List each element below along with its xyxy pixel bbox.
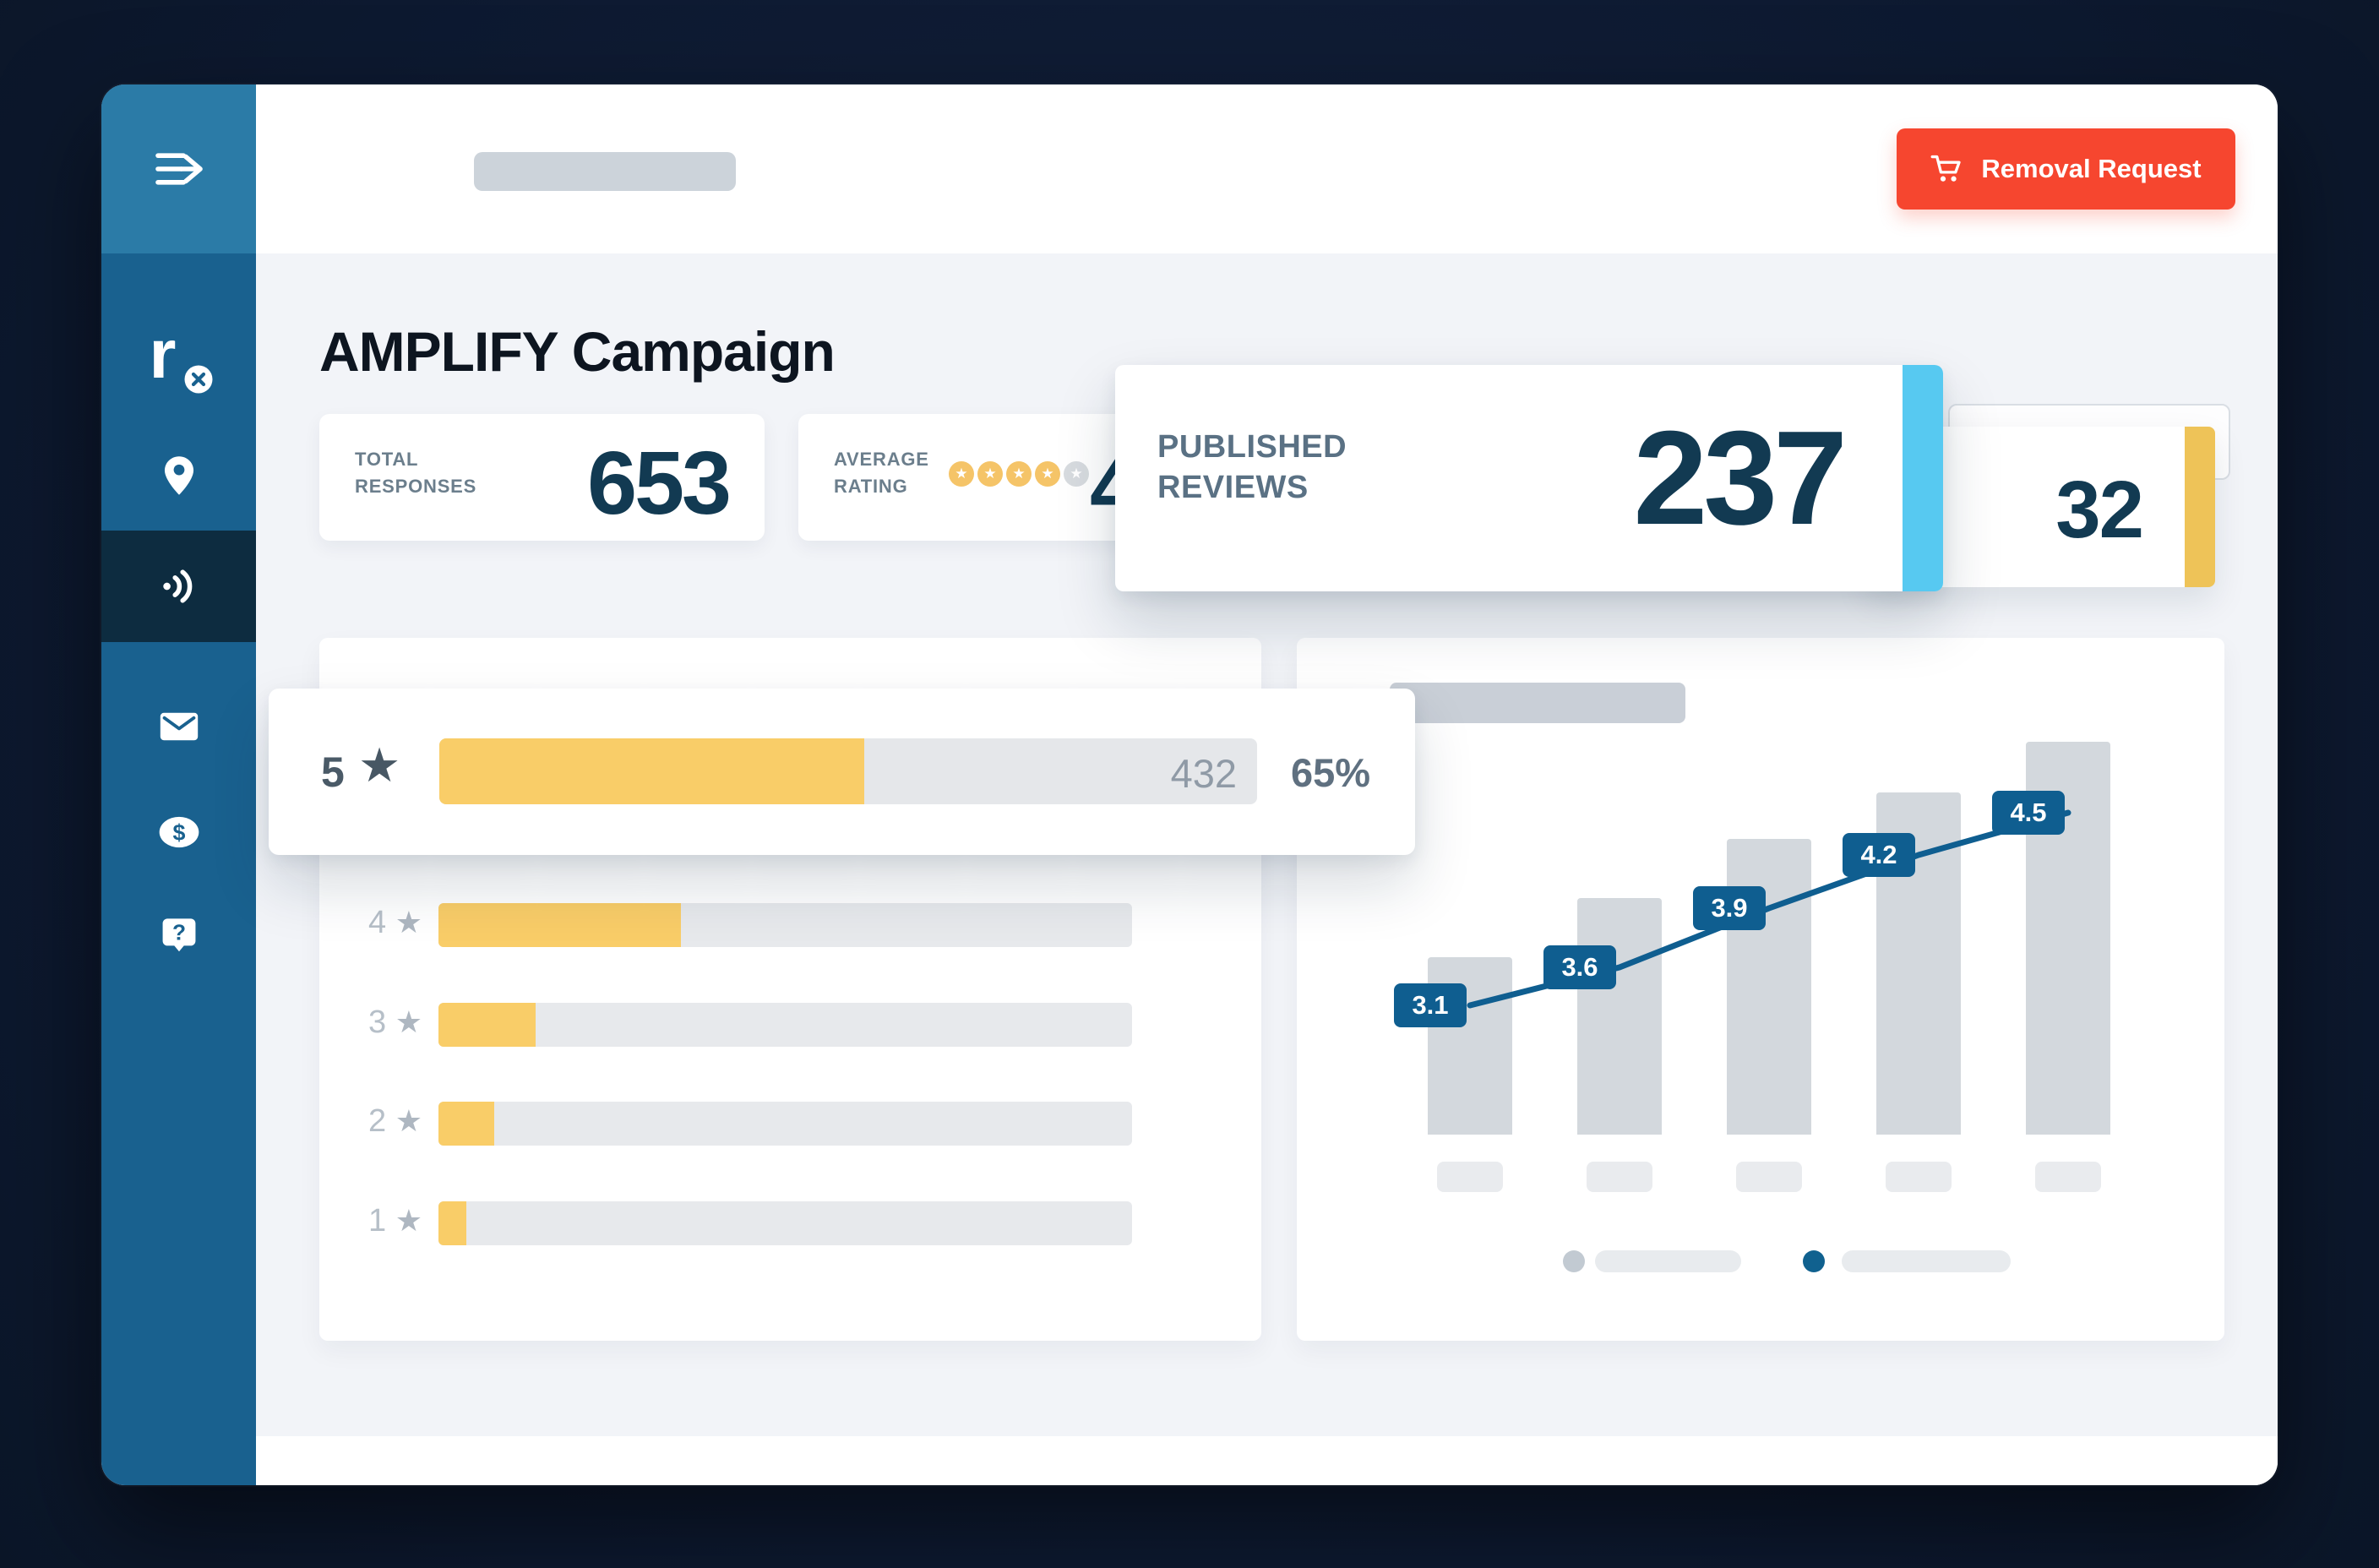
rating-bar-track xyxy=(438,1003,1132,1047)
row-star-count: 1 xyxy=(368,1203,387,1239)
rating-bar-track xyxy=(438,1201,1132,1245)
chart-bar xyxy=(1577,898,1662,1135)
carousel-dot-inactive[interactable] xyxy=(1563,1250,1585,1272)
rating-trend-chart-card: 3.1 3.6 3.9 4.2 4.5 xyxy=(1297,638,2224,1341)
review-removal-icon: r xyxy=(150,320,212,394)
removal-request-label: Removal Request xyxy=(1981,154,2202,183)
row-star-count: 2 xyxy=(368,1103,387,1139)
row-star-count: 4 xyxy=(368,905,387,940)
sidebar-item-menu[interactable] xyxy=(101,84,256,253)
featured-count: 432 xyxy=(1170,751,1237,796)
average-rating-label: AVERAGE RATING xyxy=(834,449,929,497)
sidebar-item-locations[interactable] xyxy=(101,429,256,522)
sidebar: r xyxy=(101,84,256,1485)
rating-row-4-star: 4 ★ xyxy=(319,903,1261,947)
star-icon: ★ xyxy=(395,1004,422,1039)
x-axis-label-placeholder xyxy=(1736,1162,1802,1192)
data-point-label: 4.2 xyxy=(1843,833,1915,877)
chart-bar xyxy=(1727,839,1811,1135)
featured-percent: 65% xyxy=(1291,750,1371,795)
total-responses-card: TOTAL RESPONSES 653 xyxy=(319,414,765,541)
star-filled-icon: ★ xyxy=(977,461,1003,487)
star-empty-icon: ★ xyxy=(1064,461,1089,487)
sidebar-item-review-removal[interactable]: r xyxy=(101,313,256,406)
featured-star-count: 5 xyxy=(321,749,345,796)
location-pin-icon xyxy=(161,455,197,497)
cart-icon xyxy=(1930,154,1964,184)
carousel-dot-active[interactable] xyxy=(1803,1250,1825,1272)
footer-strip xyxy=(256,1436,2278,1485)
featured-bar-track: 432 xyxy=(439,738,1257,804)
x-axis-label-placeholder xyxy=(1886,1162,1952,1192)
star-filled-icon: ★ xyxy=(1006,461,1032,487)
published-reviews-accent-bar xyxy=(1903,365,1943,591)
secondary-metric-value: 32 xyxy=(2055,465,2144,555)
featured-bar-fill xyxy=(439,738,865,804)
row-star-count: 3 xyxy=(368,1004,387,1040)
x-axis-label-placeholder xyxy=(1587,1162,1652,1192)
removal-request-button[interactable]: Removal Request xyxy=(1897,128,2235,210)
dollar-icon: $ xyxy=(157,814,201,850)
published-reviews-label: PUBLISHED REVIEWS xyxy=(1157,429,1347,505)
chart-legend xyxy=(1297,1250,2224,1274)
star-icon: ★ xyxy=(395,1103,422,1138)
rating-bar-track xyxy=(438,903,1132,947)
total-responses-label: TOTAL RESPONSES xyxy=(355,449,477,497)
data-point-label: 3.9 xyxy=(1693,886,1766,930)
sidebar-item-broadcast[interactable] xyxy=(101,531,256,642)
x-axis-label-placeholder xyxy=(1437,1162,1503,1192)
rating-row-1-star: 1 ★ xyxy=(319,1201,1261,1245)
published-reviews-card: PUBLISHED REVIEWS 237 xyxy=(1115,365,1943,591)
svg-text:?: ? xyxy=(171,920,185,945)
rating-bar-fill xyxy=(438,903,682,947)
published-reviews-value: 237 xyxy=(1633,404,1848,553)
help-icon: ? xyxy=(161,916,198,956)
rating-bar-fill xyxy=(438,1102,494,1146)
star-icon: ★ xyxy=(395,1203,422,1238)
page-title: AMPLIFY Campaign xyxy=(319,320,836,383)
star-filled-icon: ★ xyxy=(949,461,974,487)
rating-row-3-star: 3 ★ xyxy=(319,1003,1261,1047)
sidebar-item-help[interactable]: ? xyxy=(101,890,256,983)
rating-bar-fill xyxy=(438,1201,466,1245)
data-point-label: 3.1 xyxy=(1394,983,1467,1027)
top-header: Removal Request xyxy=(256,84,2278,253)
star-icon: ★ xyxy=(395,905,422,939)
star-icon: ★ xyxy=(358,738,401,792)
legend-label-placeholder xyxy=(1842,1250,2011,1272)
broadcast-icon xyxy=(159,566,199,607)
header-title-placeholder xyxy=(474,152,736,191)
featured-rating-row-card: 5 ★ 432 65% xyxy=(269,689,1415,855)
legend-label-placeholder xyxy=(1595,1250,1741,1272)
average-rating-stars: ★ ★ ★ ★ ★ xyxy=(949,461,1089,487)
svg-text:$: $ xyxy=(172,819,185,845)
star-filled-icon: ★ xyxy=(1035,461,1060,487)
data-point-label: 4.5 xyxy=(1992,791,2065,835)
rating-bar-fill xyxy=(438,1003,536,1047)
sidebar-item-billing[interactable]: $ xyxy=(101,786,256,879)
rating-bar-track xyxy=(438,1102,1132,1146)
x-axis-label-placeholder xyxy=(2035,1162,2101,1192)
rating-row-2-star: 2 ★ xyxy=(319,1102,1261,1146)
chart-title-placeholder xyxy=(1390,683,1685,723)
app-window: Removal Request AMPLIFY Campaign TOTAL R… xyxy=(101,84,2278,1485)
total-responses-value: 653 xyxy=(587,433,732,533)
data-point-label: 3.6 xyxy=(1543,945,1616,989)
mail-icon xyxy=(159,711,199,742)
sidebar-item-mail[interactable] xyxy=(101,680,256,773)
menu-arrow-icon xyxy=(155,149,204,189)
secondary-metric-accent-bar xyxy=(2185,427,2215,587)
